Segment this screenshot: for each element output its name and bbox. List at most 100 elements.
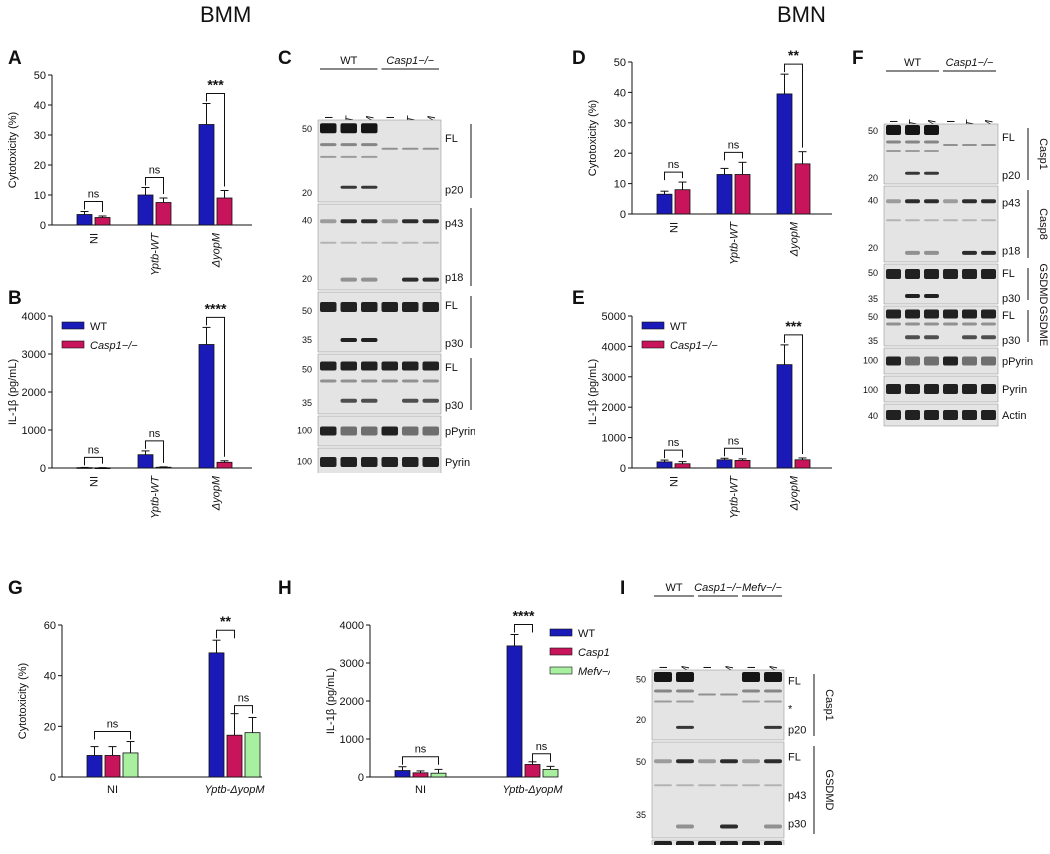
- blot-band: [764, 725, 782, 729]
- blot-band: [905, 335, 920, 340]
- bar-wt: [716, 459, 733, 469]
- blot-band: [886, 269, 901, 279]
- panel-letter-h: H: [278, 578, 292, 599]
- panel-letter-c: C: [278, 48, 292, 69]
- x-tick-label: Yptb-WT: [150, 232, 162, 276]
- bar-wt: [394, 770, 411, 778]
- x-tick-label: NI: [669, 222, 681, 233]
- blot-band: [381, 457, 398, 467]
- blot-band: [422, 361, 439, 371]
- blot-band: [340, 379, 357, 383]
- blot-band: [361, 398, 378, 403]
- blot-band: [905, 410, 920, 420]
- band-label: p43: [445, 218, 463, 230]
- blot-panel-i: WTCasp1−/−Mefv−/−NIYptb-ΔyopMNIYptb-Δyop…: [636, 582, 835, 845]
- blot-band: [402, 219, 419, 224]
- bar-wt: [656, 461, 673, 469]
- blot-band: [962, 269, 977, 279]
- significance-bracket: [94, 731, 131, 740]
- blot-panel-f: WTCasp1−/−NIYptb-WTΔyopMNIYptb-WTΔyopM50…: [863, 57, 1048, 427]
- blot-band: [742, 784, 760, 787]
- significance-label: ns: [88, 189, 100, 201]
- blot-band: [905, 125, 920, 135]
- band-label: p43: [1002, 198, 1020, 210]
- blot-band: [962, 199, 977, 204]
- blot-band: [981, 322, 996, 326]
- band-label: p20: [788, 725, 806, 737]
- y-axis-label: IL-1β (pg/mL): [7, 359, 19, 425]
- band-label: p20: [1002, 170, 1020, 182]
- blot-band: [422, 379, 439, 383]
- significance-bracket: [664, 449, 683, 459]
- blot-band: [962, 144, 977, 146]
- blot-band: [698, 784, 716, 787]
- y-tick-label: 50: [34, 70, 46, 82]
- blot-band: [943, 384, 958, 394]
- y-tick-label: 5000: [602, 311, 626, 323]
- panel-letter-e: E: [572, 288, 585, 309]
- blot-band: [676, 841, 694, 845]
- mw-marker: 20: [868, 243, 878, 253]
- x-tick-label: ΔyopM: [789, 221, 801, 257]
- blot-strip: [651, 839, 785, 845]
- y-tick-label: 40: [614, 87, 626, 99]
- mw-marker: 50: [302, 124, 312, 134]
- band-label: Pyrin: [1002, 384, 1027, 396]
- y-axis-label: Cytotoxicity (%): [7, 112, 19, 188]
- chart-panel-e: 0 1000 2000 3000 4000 5000 IL-1β (pg/mL) NI Yptb…: [587, 311, 832, 519]
- blot-strip: [651, 741, 785, 839]
- blot-band: [962, 335, 977, 340]
- x-tick-label: NI: [107, 784, 118, 796]
- blot-band: [654, 689, 672, 693]
- blot-band: [320, 361, 337, 371]
- significance-label: ns: [536, 741, 548, 753]
- protein-label: GSDME: [1037, 306, 1048, 346]
- blot-band: [402, 277, 419, 282]
- blot-band: [905, 322, 920, 326]
- blot-band: [924, 219, 939, 222]
- blot-band: [422, 241, 439, 244]
- mw-marker: 100: [297, 457, 312, 467]
- blot-band: [962, 384, 977, 394]
- blot-group-label: Casp1−/−: [946, 57, 994, 69]
- mw-marker: 35: [868, 336, 878, 346]
- band-label: FL: [445, 133, 458, 145]
- blot-strip: [883, 305, 999, 347]
- protein-label: Casp1: [1037, 138, 1048, 170]
- band-label: p18: [445, 272, 463, 284]
- x-tick-label: NI: [669, 476, 681, 487]
- blot-band: [764, 759, 782, 764]
- blot-band: [886, 384, 901, 394]
- blot-strip: [883, 403, 999, 427]
- blot-band: [924, 140, 939, 144]
- blot-band: [943, 199, 958, 204]
- blot-band: [361, 219, 378, 224]
- blot-band: [905, 140, 920, 144]
- blot-band: [361, 338, 378, 342]
- blot-band: [422, 147, 439, 150]
- chart-panel-a: 0 10 20 30 40 50 Cytotoxicity (%) NI Yptb-WT Δyop…: [7, 70, 252, 276]
- blot-band: [981, 384, 996, 394]
- blot-band: [962, 250, 977, 255]
- blot-band: [698, 841, 716, 845]
- mw-marker: 50: [302, 364, 312, 374]
- blot-band: [654, 700, 672, 703]
- blot-band: [905, 269, 920, 279]
- legend-swatch-wt: [549, 628, 573, 637]
- blot-strip: [317, 415, 442, 447]
- blot-band: [886, 309, 901, 319]
- y-tick-label: 4000: [602, 341, 626, 353]
- blot-band: [943, 410, 958, 420]
- blot-band: [381, 241, 398, 244]
- significance-label: ****: [513, 610, 535, 624]
- mw-marker: 35: [302, 335, 312, 345]
- blot-band: [981, 410, 996, 420]
- band-label: FL: [788, 751, 801, 763]
- blot-band: [905, 250, 920, 255]
- bar-casp1: [524, 764, 541, 778]
- blot-band: [676, 725, 694, 729]
- mw-marker: 20: [302, 188, 312, 198]
- blot-band: [905, 294, 920, 298]
- chart-panel-g: 0 20 40 60 Cytotoxicity (%) NI Yptb-ΔyopM ns ** n…: [17, 613, 265, 796]
- chart-panel-b: 0 1000 2000 3000 4000 IL-1β (pg/mL) NI Yptb-WT Δ…: [7, 300, 252, 519]
